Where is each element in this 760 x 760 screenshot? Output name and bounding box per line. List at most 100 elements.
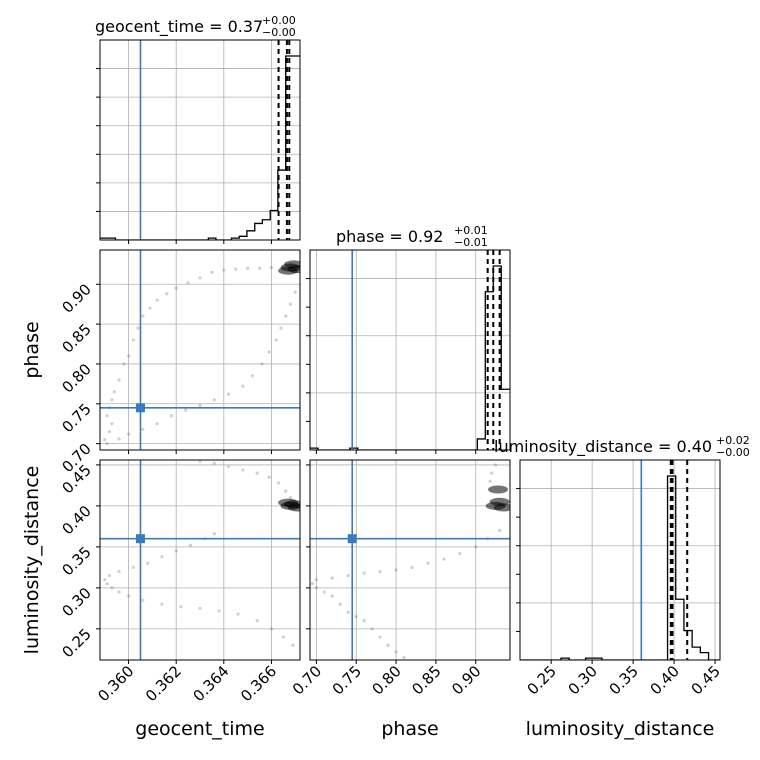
sample-point bbox=[110, 398, 114, 402]
sample-point bbox=[184, 408, 188, 412]
sample-point bbox=[222, 268, 226, 272]
sample-point bbox=[474, 545, 478, 549]
sample-point bbox=[136, 326, 140, 330]
sample-point bbox=[310, 582, 314, 586]
sample-point bbox=[141, 427, 145, 431]
sample-point bbox=[269, 627, 274, 631]
sample-point bbox=[442, 557, 446, 561]
title-geocent-time-sup: +0.00 bbox=[262, 14, 296, 27]
sample-point bbox=[314, 578, 318, 582]
title-phase-sup: +0.01 bbox=[454, 224, 488, 237]
sample-point bbox=[284, 489, 288, 493]
sample-point bbox=[402, 655, 406, 660]
sample-point bbox=[226, 392, 231, 396]
x-tick-label-geocent-time: 0.366 bbox=[237, 662, 280, 705]
x-tick-label-phase: 0.85 bbox=[408, 662, 444, 698]
sample-point bbox=[107, 573, 112, 578]
sample-point bbox=[257, 266, 262, 270]
sample-point bbox=[330, 594, 334, 598]
sample-point bbox=[274, 338, 278, 342]
density-contour bbox=[488, 485, 509, 494]
sample-point bbox=[198, 276, 202, 280]
sample-point bbox=[165, 292, 169, 296]
sample-point bbox=[186, 281, 190, 285]
sample-point bbox=[288, 302, 293, 306]
sample-point bbox=[105, 414, 109, 418]
x-axis-label-luminosity-distance: luminosity_distance bbox=[526, 718, 715, 740]
sample-point bbox=[267, 350, 271, 354]
x-tick-label-phase: 0.90 bbox=[448, 662, 484, 698]
sample-point bbox=[126, 354, 131, 358]
sample-point bbox=[494, 463, 498, 467]
sample-point bbox=[288, 496, 293, 500]
sample-point bbox=[354, 614, 358, 619]
sample-point bbox=[370, 627, 374, 631]
density-contour bbox=[278, 498, 299, 507]
sample-point bbox=[246, 266, 250, 270]
sample-point bbox=[241, 468, 245, 472]
title-luminosity-distance: luminosity_distance = 0.40 bbox=[494, 437, 712, 457]
sample-point bbox=[155, 422, 159, 426]
sample-point bbox=[198, 606, 202, 610]
panel-distance-histogram: 0.25 0.30 0.35 0.40 0.45 luminosity_distance… bbox=[494, 434, 750, 698]
sample-point bbox=[210, 270, 214, 274]
sample-point bbox=[378, 635, 382, 639]
sample-point bbox=[498, 528, 502, 533]
sample-point bbox=[255, 471, 259, 475]
sample-point bbox=[141, 314, 145, 318]
sample-point bbox=[458, 551, 462, 556]
histogram-luminosity-distance bbox=[520, 475, 720, 660]
sample-point bbox=[362, 571, 366, 575]
sample-point bbox=[117, 569, 121, 574]
title-luminosity-distance-sup: +0.02 bbox=[716, 434, 750, 447]
sample-point bbox=[179, 605, 183, 609]
sample-point bbox=[160, 555, 164, 559]
sample-point bbox=[362, 619, 366, 623]
sample-point bbox=[105, 582, 109, 586]
sample-point bbox=[346, 573, 350, 578]
sample-point bbox=[394, 568, 398, 572]
sample-point bbox=[488, 479, 492, 483]
panel-geocent-time-histogram: geocent_time = 0.37 +0.00 −0.00 bbox=[95, 14, 301, 244]
sample-point bbox=[188, 543, 193, 547]
panel-distance-vs-phase: 0.70 0.75 0.80 0.85 0.90 bbox=[289, 459, 511, 698]
sample-point bbox=[260, 362, 264, 366]
sample-point bbox=[169, 414, 174, 418]
sample-point bbox=[103, 578, 107, 582]
sample-point bbox=[291, 643, 295, 647]
sample-point bbox=[131, 565, 135, 569]
density-contour bbox=[278, 266, 299, 275]
x-tick-label-geocent-time: 0.362 bbox=[142, 662, 185, 705]
sample-point bbox=[131, 338, 135, 342]
sample-point bbox=[117, 378, 121, 382]
sample-point bbox=[330, 576, 334, 580]
sample-point bbox=[234, 267, 238, 271]
sample-point bbox=[110, 422, 114, 426]
title-luminosity-distance-sub: −0.00 bbox=[716, 446, 750, 459]
sample-point bbox=[346, 610, 350, 615]
y-tick-label-luminosity-distance: 0.25 bbox=[58, 625, 94, 661]
sample-point bbox=[490, 471, 494, 475]
sample-point bbox=[386, 643, 390, 647]
sample-point bbox=[141, 598, 145, 602]
sample-point bbox=[255, 619, 259, 623]
sample-point bbox=[267, 475, 271, 479]
sample-point bbox=[293, 290, 297, 294]
x-tick-label-phase: 0.75 bbox=[329, 662, 365, 698]
x-axis-label-geocent-time: geocent_time bbox=[135, 718, 264, 740]
sample-point bbox=[281, 635, 285, 639]
title-phase: phase = 0.92 bbox=[336, 227, 443, 246]
sample-point bbox=[160, 602, 164, 606]
title-geocent-time: geocent_time = 0.37 bbox=[95, 17, 263, 37]
truth-marker bbox=[135, 534, 145, 544]
sample-point bbox=[122, 362, 126, 366]
histogram-geocent-time bbox=[100, 55, 300, 240]
sample-point bbox=[126, 432, 131, 436]
panel-phase-histogram: phase = 0.92 +0.01 −0.01 bbox=[306, 224, 511, 454]
sample-point bbox=[212, 461, 216, 465]
sample-point bbox=[378, 569, 382, 574]
sample-point bbox=[236, 612, 240, 616]
x-tick-label-phase: 0.80 bbox=[369, 662, 405, 698]
histogram-phase bbox=[310, 265, 510, 450]
title-phase-sub: −0.01 bbox=[454, 236, 488, 249]
